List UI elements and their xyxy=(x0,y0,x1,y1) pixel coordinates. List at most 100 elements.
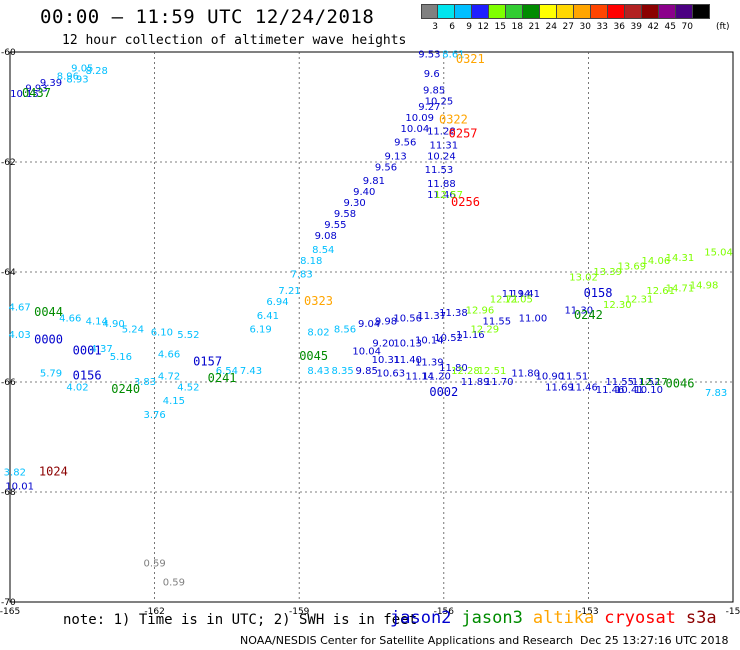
color-swatch xyxy=(438,4,455,19)
swh-point-label: 10.90 xyxy=(536,371,565,382)
swh-point-label: 13.69 xyxy=(617,261,646,272)
swh-point-label: 8.93 xyxy=(66,74,88,85)
swh-point-label: 8.61 xyxy=(442,50,464,61)
swh-point-label: 11.52 xyxy=(632,377,661,388)
swh-point-label: 12.57 xyxy=(434,190,463,201)
pass-time-label: 0045 xyxy=(299,349,328,363)
swh-point-label: 3.83 xyxy=(134,377,156,388)
swh-point-label: 4.03 xyxy=(9,330,31,341)
pass-time-label: 0157 xyxy=(193,355,222,369)
color-scale-bin: 3 xyxy=(421,4,438,32)
x-tick-label: -165 xyxy=(0,607,20,617)
swh-point-label: 8.18 xyxy=(300,256,322,267)
swh-point-label: 9.08 xyxy=(315,231,337,242)
color-swatch xyxy=(591,4,608,19)
swh-point-label: 4.66 xyxy=(59,314,81,325)
color-scale-label: 12 xyxy=(477,22,489,32)
swh-point-label: 14.98 xyxy=(690,281,719,292)
color-scale-bin: 21 xyxy=(523,4,540,32)
swh-point-label: 11.20 xyxy=(422,371,451,382)
pass-time-label: 1024 xyxy=(39,465,68,479)
color-swatch xyxy=(523,4,540,19)
pass-time-label: 0242 xyxy=(574,308,603,322)
y-tick-label: -68 xyxy=(1,488,16,498)
swh-point-label: 7.21 xyxy=(278,286,300,297)
color-swatch xyxy=(659,4,676,19)
swh-point-label: 12.05 xyxy=(504,294,533,305)
color-swatch xyxy=(421,4,438,19)
swh-point-label: 9.98 xyxy=(375,316,397,327)
color-scale-label: 27 xyxy=(562,22,574,32)
swh-point-label: 4.66 xyxy=(158,349,180,360)
swh-point-label: 9.56 xyxy=(394,138,416,149)
swh-point-label: 11.70 xyxy=(485,377,514,388)
plot-frame xyxy=(9,51,734,603)
color-scale-bin: 6 xyxy=(438,4,455,32)
pass-time-label: 0321 xyxy=(456,52,485,66)
swh-point-label: 10.04 xyxy=(401,124,430,135)
swh-point-label: 10.14 xyxy=(415,336,444,347)
swh-point-label: 11.39 xyxy=(415,358,444,369)
swh-point-label: 9.85 xyxy=(356,366,378,377)
swh-point-label: 11.30 xyxy=(564,305,593,316)
satellite-legend-jason3: jason3 xyxy=(461,608,523,628)
pass-time-label: 0044 xyxy=(34,305,63,319)
swh-point-label: 10.31 xyxy=(372,355,401,366)
satellite-legend-s3a: s3a xyxy=(685,608,717,628)
swh-point-label: 12.30 xyxy=(603,300,632,311)
color-scale-unit: (ft) xyxy=(716,22,730,32)
color-swatch xyxy=(676,4,693,19)
color-swatch xyxy=(608,4,625,19)
swh-point-label: 3.76 xyxy=(143,410,165,421)
swh-point-label: 10.09 xyxy=(405,113,434,124)
swh-point-label: 9.81 xyxy=(363,176,385,187)
color-swatch xyxy=(506,4,523,19)
swh-point-label: 6.54 xyxy=(216,366,238,377)
swh-point-label: 9.85 xyxy=(423,85,445,96)
swh-point-label: 9.39 xyxy=(40,78,62,89)
color-scale-label: 15 xyxy=(494,22,506,32)
swh-point-label: 10.04 xyxy=(352,347,381,358)
swh-point-label: 5.52 xyxy=(177,330,199,341)
color-swatch xyxy=(455,4,472,19)
pass-time-label: 0241 xyxy=(208,371,237,385)
color-swatch xyxy=(642,4,659,19)
pass-time-label: 0437 xyxy=(22,86,51,100)
swh-point-label: 11.14 xyxy=(405,371,434,382)
swh-point-label: 11.69 xyxy=(545,382,574,393)
swh-point-label: 11.80 xyxy=(439,363,468,374)
color-swatch xyxy=(557,4,574,19)
x-tick-label: -15 xyxy=(726,607,740,617)
swh-point-label: 11.80 xyxy=(511,369,540,380)
swh-point-label: 11.46 xyxy=(596,385,625,396)
swh-point-label: 0.59 xyxy=(143,558,165,569)
swh-point-label: 12.17 xyxy=(639,377,668,388)
swh-point-label: 15.04 xyxy=(704,248,733,259)
color-scale-bin xyxy=(693,4,710,19)
generated-timestamp: Dec 25 13:27:16 UTC 2018 xyxy=(580,634,729,647)
swh-point-label: 11.55 xyxy=(482,316,511,327)
swh-point-label: 9.20 xyxy=(372,338,394,349)
color-swatch xyxy=(540,4,557,19)
swh-point-label: 10.63 xyxy=(376,369,405,380)
y-tick-label: -66 xyxy=(1,378,16,388)
y-tick-label: -62 xyxy=(1,158,16,168)
y-tick-label: -64 xyxy=(1,268,16,278)
swh-point-label: 11.55 xyxy=(605,377,634,388)
swh-point-label: 12.96 xyxy=(466,305,495,316)
swh-point-label: 9.6 xyxy=(424,69,440,80)
color-scale-label: 45 xyxy=(664,22,676,32)
color-scale-legend: 3 6 9 12 15 18 21 24 27 30 33 36 39 42 45 70 xyxy=(421,4,710,32)
color-scale-bin: 30 xyxy=(574,4,591,32)
x-tick-label: -162 xyxy=(144,607,164,617)
pass-time-label: 0158 xyxy=(584,286,613,300)
swh-point-label: 11.51 xyxy=(560,371,589,382)
color-scale-bin: 24 xyxy=(540,4,557,32)
swh-point-label: 4.15 xyxy=(163,396,185,407)
pass-time-label: 0257 xyxy=(449,126,478,140)
swh-point-label: 6.41 xyxy=(257,311,279,322)
color-scale-bin: 12 xyxy=(472,4,489,32)
swh-point-label: 8.28 xyxy=(86,66,108,77)
swh-point-label: 5.79 xyxy=(40,369,62,380)
